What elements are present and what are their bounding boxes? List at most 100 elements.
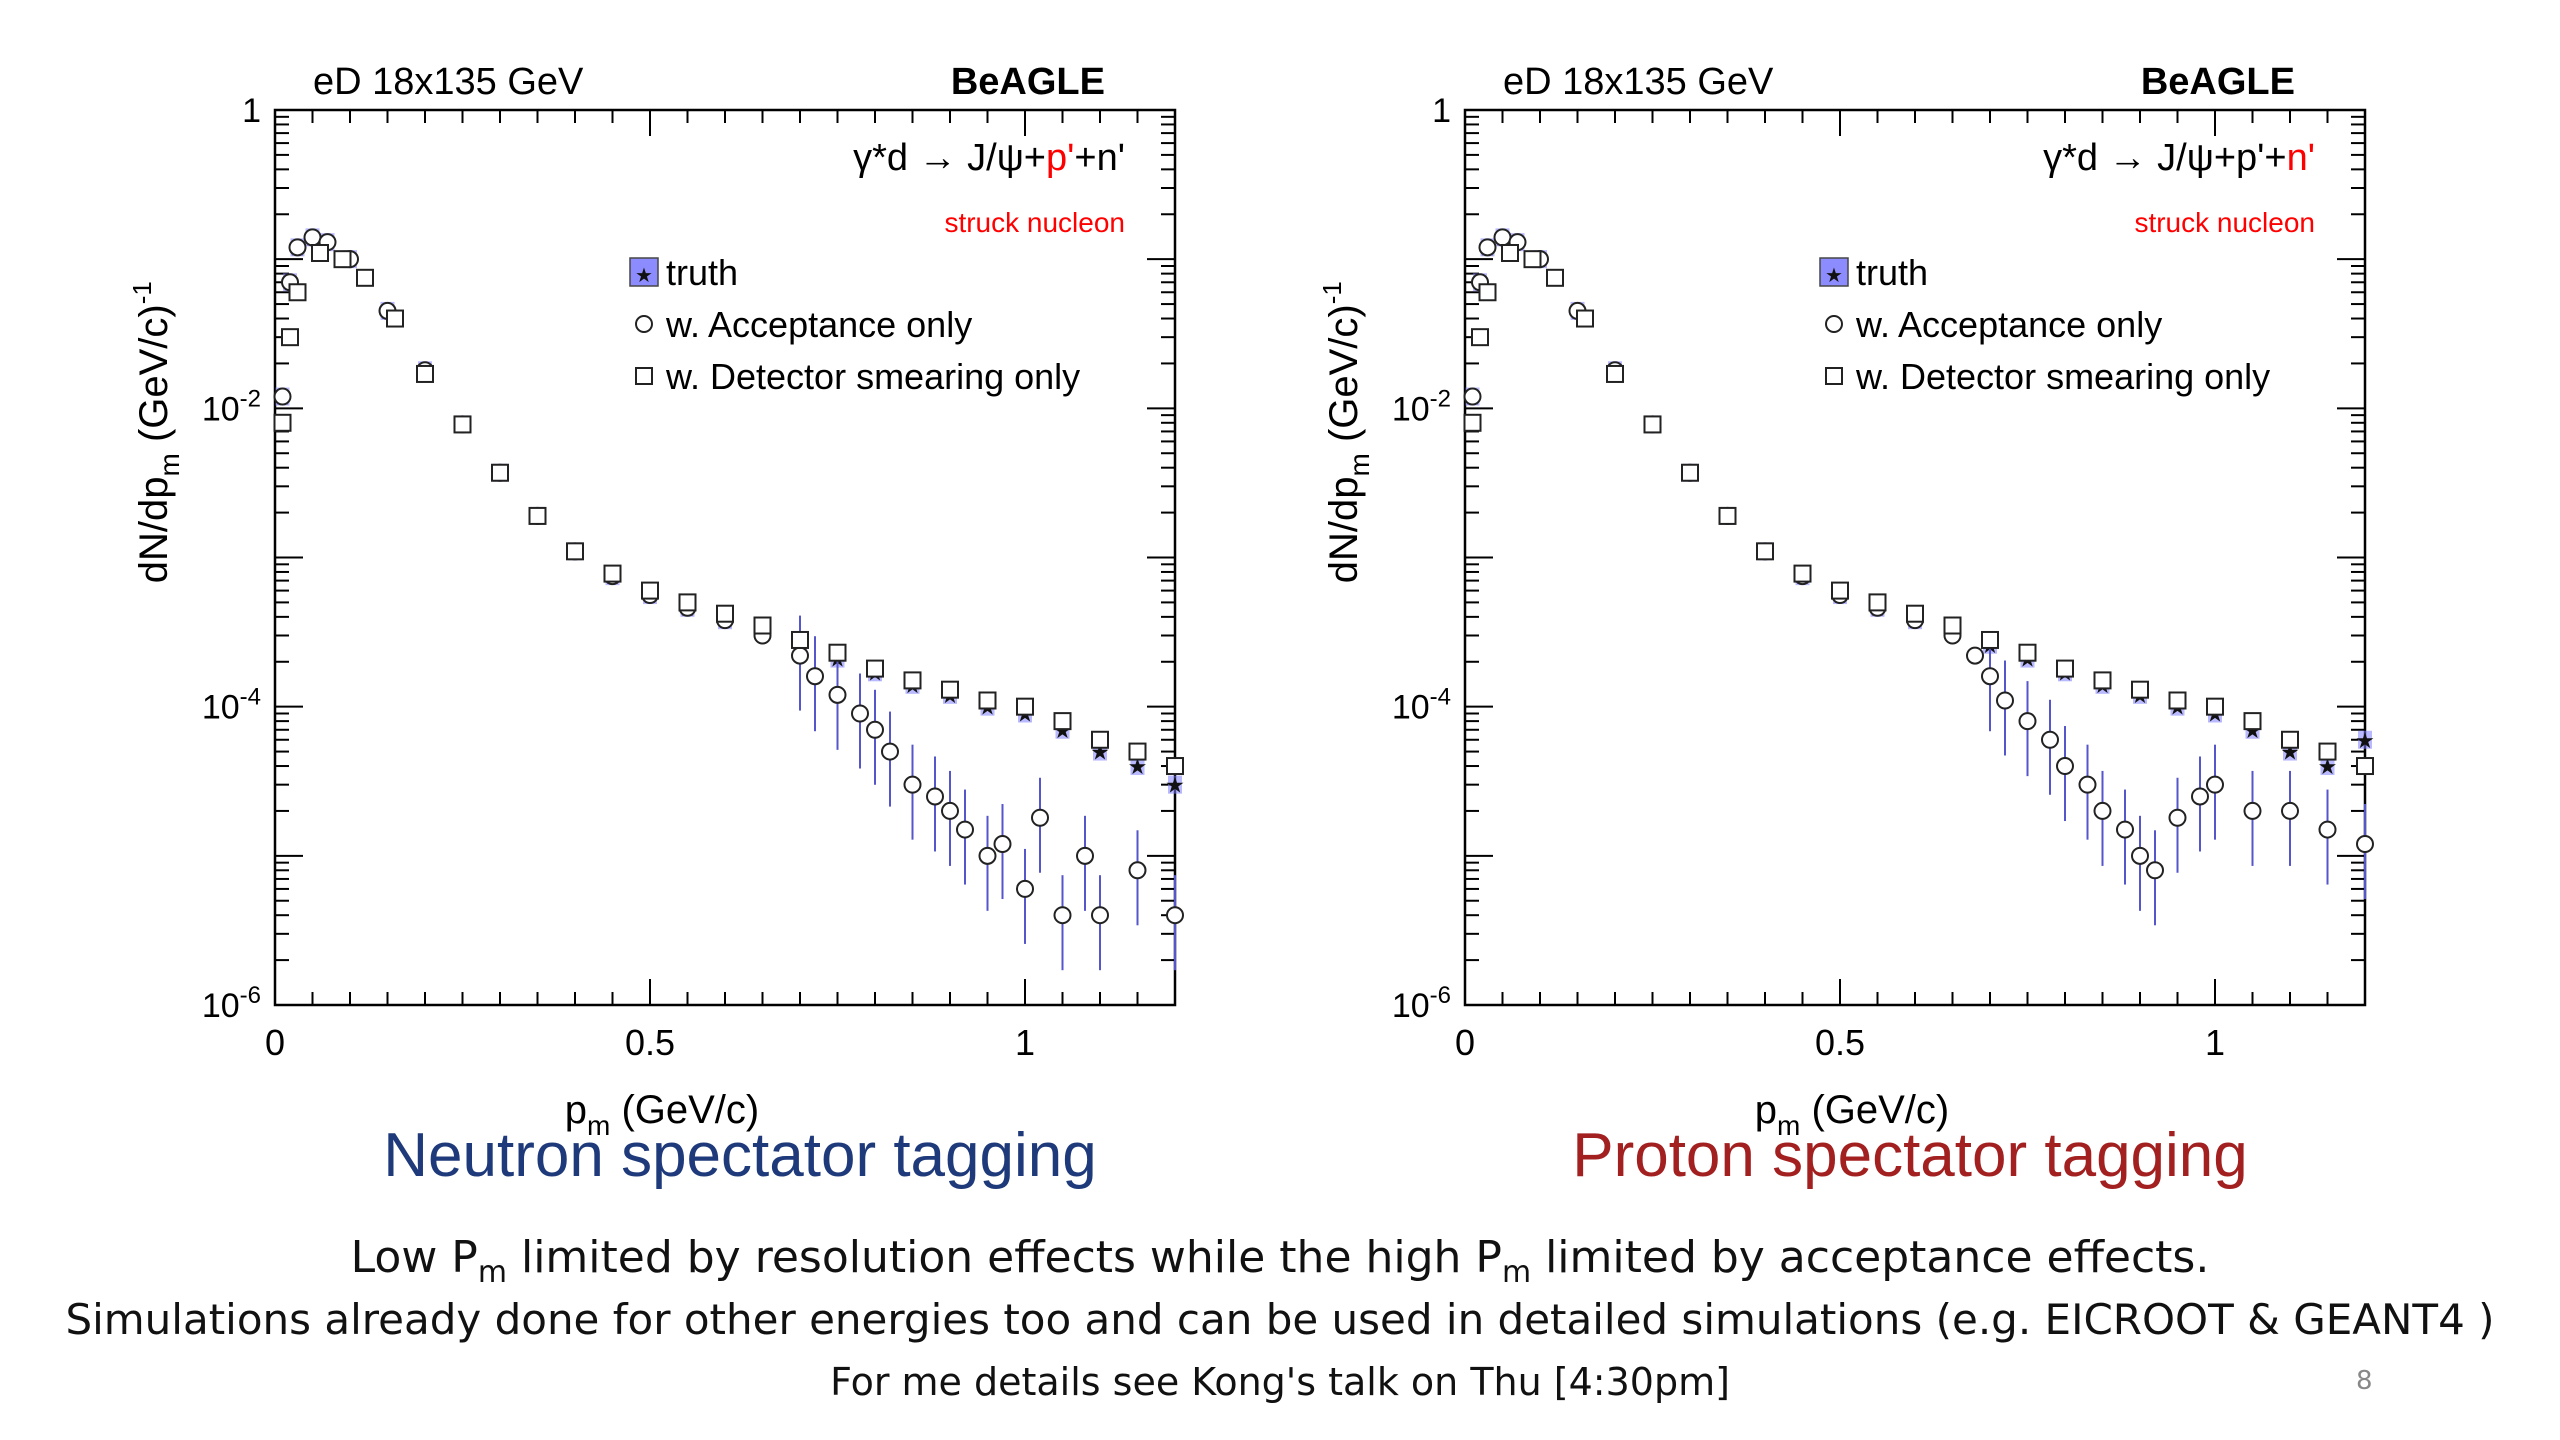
y-axis-label-main: dN/dp (1322, 477, 1366, 584)
page-number: 8 (2356, 1366, 2373, 1396)
smearing-point (288, 283, 307, 302)
acceptance-point (2318, 820, 2337, 839)
x-tick-label: 0 (1455, 1022, 1475, 1063)
y-tick-label-exponent: -2 (240, 385, 261, 412)
acceptance-point (828, 685, 847, 704)
smearing-point (1471, 328, 1489, 347)
smearing-point (1053, 712, 1072, 731)
acceptance-point (866, 720, 884, 739)
acceptance-point (1091, 906, 1109, 925)
x-axis-label-main: p (565, 1088, 587, 1132)
acceptance-point (2078, 775, 2097, 794)
y-tick-label-base: 10 (202, 390, 240, 428)
acceptance-point (2191, 787, 2209, 806)
y-axis-label-sub: m (1344, 453, 1375, 476)
note-line-1-part-c: limited by resolution effects while the … (506, 1232, 1502, 1283)
acceptance-point (1981, 667, 1999, 686)
smearing-point (2243, 712, 2262, 731)
legend-swatch-acceptance (635, 315, 653, 333)
series-square (273, 243, 1184, 776)
y-tick-label: 10-6 (202, 982, 261, 1025)
acceptance-point (993, 835, 1012, 854)
smearing-point (641, 581, 659, 600)
smearing-point (1868, 593, 1887, 612)
truth-band (1130, 757, 1145, 776)
smearing-point (716, 604, 734, 623)
acceptance-point (1053, 906, 1072, 925)
smearing-point (2356, 757, 2374, 776)
smearing-point (903, 671, 922, 690)
y-tick-label-base: 10 (1392, 689, 1430, 727)
plot-frame (1463, 108, 2367, 1007)
smearing-point (2131, 680, 2149, 699)
acceptance-point (941, 801, 959, 820)
y-tick-label-base: 10 (202, 987, 240, 1025)
acceptance-point (978, 846, 997, 865)
truth-band (2358, 730, 2372, 749)
y-tick-label-base: 10 (1392, 987, 1430, 1025)
note-line-1-part-a: Low P (350, 1232, 478, 1283)
y-axis-label-rest: (GeV/c) (132, 304, 176, 453)
acceptance-point (1076, 846, 1094, 865)
smearing-point (678, 593, 697, 612)
acceptance-point (903, 775, 922, 794)
smearing-point (1718, 506, 1737, 525)
reaction-label: γ*d → J/ψ+p'+n' (853, 137, 1125, 179)
acceptance-point (956, 820, 974, 839)
acceptance-point (2356, 835, 2374, 854)
smearing-point (1681, 463, 1699, 482)
x-axis-label-sub: m (1777, 1110, 1800, 1141)
y-tick-label-exponent: -4 (240, 684, 261, 711)
acceptance-point (1493, 228, 1512, 247)
y-tick-label: 10-4 (1392, 684, 1451, 727)
smearing-point (791, 630, 809, 649)
legend-swatch-truth (629, 257, 659, 287)
plot-neutron-tagging: 0 0.5 1 1 10-2 10-4 10-6 pm (GeV/c) dN/dpm (GeV/… (120, 40, 1220, 1141)
header-generator: BeAGLE (2141, 61, 2295, 103)
legend-label: w. Detector smearing only (1855, 356, 2270, 397)
smearing-point (753, 616, 772, 635)
smearing-point (273, 413, 292, 432)
smearing-point (1906, 604, 1924, 623)
truth-point: ★ (1165, 774, 1185, 799)
acceptance-point (2018, 712, 2037, 731)
acceptance-point (2146, 861, 2164, 880)
y-tick-label: 1 (242, 92, 261, 130)
acceptance-point (1016, 879, 1034, 898)
smearing-point (1793, 564, 1812, 583)
note-line-1-sub-b: m (477, 1254, 507, 1290)
y-tick-label-base: 10 (1392, 390, 1430, 428)
legend-swatch-smearing (1825, 367, 1843, 385)
smearing-point (1943, 616, 1962, 635)
smearing-point (528, 506, 547, 525)
legend-swatch-smearing (635, 367, 653, 385)
legend-swatch-truth (1819, 257, 1849, 287)
x-axis-label: pm (GeV/c) (1755, 1088, 1949, 1141)
x-tick-label: 0.5 (625, 1022, 675, 1063)
y-axis-label-sub: m (154, 453, 185, 476)
acceptance-point (1996, 691, 2014, 710)
reaction-part: n' (2287, 137, 2315, 179)
legend: ★ truth w. Acceptance only w. Detector smea… (1819, 252, 2270, 397)
x-axis-label-main: p (1755, 1088, 1777, 1132)
smearing-point (603, 564, 622, 583)
smearing-point (1981, 630, 1999, 649)
x-axis-label-rest: (GeV/c) (610, 1088, 759, 1132)
smearing-point (311, 243, 329, 262)
smearing-point (453, 415, 472, 434)
smearing-point (1463, 413, 1482, 432)
legend-label: w. Detector smearing only (665, 356, 1080, 397)
legend-label: truth (666, 252, 738, 293)
smearing-point (866, 659, 884, 678)
smearing-point (1128, 742, 1147, 761)
acceptance-point (2131, 846, 2149, 865)
smearing-point (356, 268, 374, 287)
series-square (1463, 243, 2374, 776)
acceptance-point (288, 238, 307, 257)
smearing-point (386, 309, 404, 328)
acceptance-point (303, 228, 322, 247)
smearing-point (1091, 730, 1109, 749)
header-collision: eD 18x135 GeV (1503, 61, 1774, 103)
